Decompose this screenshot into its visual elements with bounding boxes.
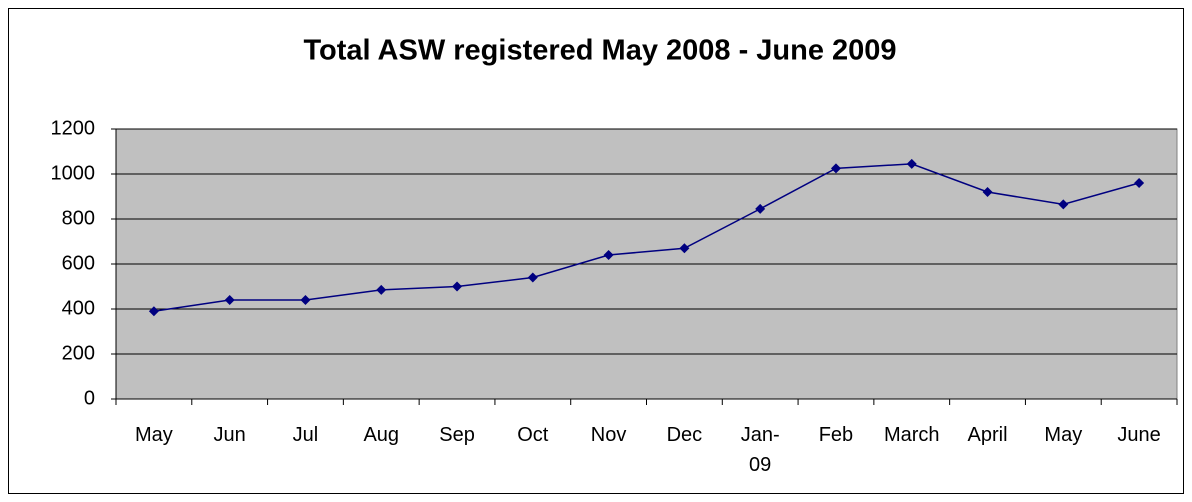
data-point	[376, 284, 387, 295]
x-tick-label: Dec	[666, 424, 703, 446]
data-point	[982, 187, 993, 197]
x-tick-label: April	[967, 424, 1008, 446]
chart-title: Total ASW registered May 2008 - June 200…	[303, 35, 896, 67]
y-tick-label: 1000	[51, 162, 96, 184]
data-point	[148, 306, 159, 317]
x-tick-label: Nov	[590, 424, 627, 446]
series-line	[153, 163, 1140, 312]
data-point	[300, 295, 311, 305]
y-tick-label: 200	[62, 342, 95, 364]
y-tick-label: 1200	[51, 117, 96, 139]
data-point	[830, 163, 841, 174]
data-point	[906, 158, 917, 169]
y-tick-label: 800	[62, 207, 95, 229]
data-point	[527, 272, 538, 283]
data-point	[755, 203, 766, 214]
x-tick-label: Oct	[517, 424, 549, 446]
x-tick-label: Jul	[292, 424, 319, 446]
x-tick-label: May	[1044, 424, 1083, 446]
x-tick-label: Sep	[439, 424, 475, 446]
x-tick-label: Aug	[363, 424, 400, 446]
y-tick-label: 400	[62, 297, 95, 319]
x-tick-label: May	[134, 424, 173, 446]
x-tick-label: March	[883, 424, 940, 446]
data-point	[679, 243, 690, 254]
data-point	[1058, 199, 1069, 210]
data-point	[224, 295, 235, 305]
data-point	[603, 250, 614, 260]
x-tick-label: June	[1117, 424, 1161, 446]
data-point	[452, 281, 463, 292]
x-tick-label: Jan-09	[740, 424, 780, 476]
x-tick-label: Feb	[818, 424, 854, 446]
y-tick-label: 600	[62, 252, 95, 274]
y-tick-label: 0	[84, 387, 95, 409]
x-tick-label: Jun	[213, 424, 246, 446]
data-point	[1134, 178, 1145, 188]
